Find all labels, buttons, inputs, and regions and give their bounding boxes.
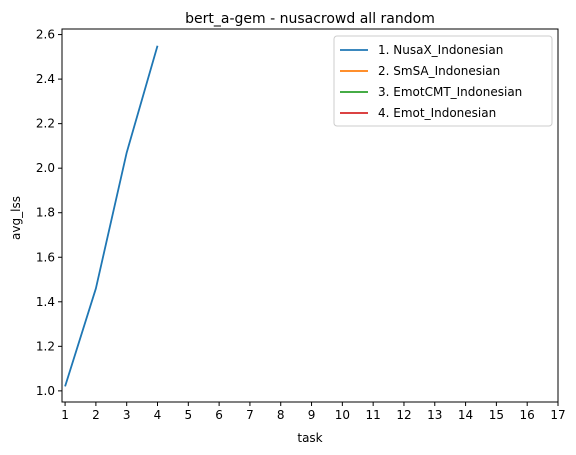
legend-entry-4: 4. Emot_Indonesian [378, 106, 496, 120]
x-tick-label: 15 [489, 408, 504, 422]
series-line-1 [64, 45, 159, 387]
y-tick-label: 1.6 [36, 250, 55, 264]
plot-frame [61, 28, 559, 403]
x-tick-label: 17 [550, 408, 565, 422]
y-tick-label: 1.8 [36, 206, 55, 220]
x-tick-label: 12 [396, 408, 411, 422]
x-tick-label: 2 [92, 408, 100, 422]
x-tick-label: 5 [184, 408, 192, 422]
y-tick-label: 2.6 [36, 28, 55, 42]
y-tick-label: 1.2 [36, 339, 55, 353]
y-tick-label: 1.4 [36, 295, 55, 309]
chart-title: bert_a-gem - nusacrowd all random [185, 11, 435, 27]
y-axis-label: avg_lss [9, 196, 23, 240]
x-tick-label: 7 [246, 408, 254, 422]
x-tick-label: 10 [335, 408, 350, 422]
x-tick-label: 14 [458, 408, 473, 422]
legend: 1. NusaX_Indonesian 2. SmSA_Indonesian 3. … [333, 35, 553, 127]
legend-entry-1: 1. NusaX_Indonesian [378, 43, 503, 57]
legend-entry-2: 2. SmSA_Indonesian [378, 64, 500, 78]
x-tick-label: 9 [308, 408, 316, 422]
x-tick-label: 13 [427, 408, 442, 422]
x-tick-label: 1 [61, 408, 69, 422]
x-tick-label: 6 [215, 408, 223, 422]
x-tick-label: 11 [366, 408, 381, 422]
x-tick-label: 4 [154, 408, 162, 422]
y-tick-label: 1.0 [36, 384, 55, 398]
plot-area: 1 2 3 4 5 6 7 8 9 10 11 12 13 14 15 16 171.01.21.41.61.8… [36, 28, 566, 422]
x-tick-label: 8 [277, 408, 285, 422]
y-tick-label: 2.4 [36, 72, 55, 86]
y-tick-label: 2.0 [36, 161, 55, 175]
y-tick-label: 2.2 [36, 117, 55, 131]
x-axis-label: task [297, 431, 322, 445]
legend-entry-3: 3. EmotCMT_Indonesian [378, 85, 522, 99]
legend-box [333, 35, 553, 127]
x-tick-label: 3 [123, 408, 131, 422]
x-tick-label: 16 [520, 408, 535, 422]
